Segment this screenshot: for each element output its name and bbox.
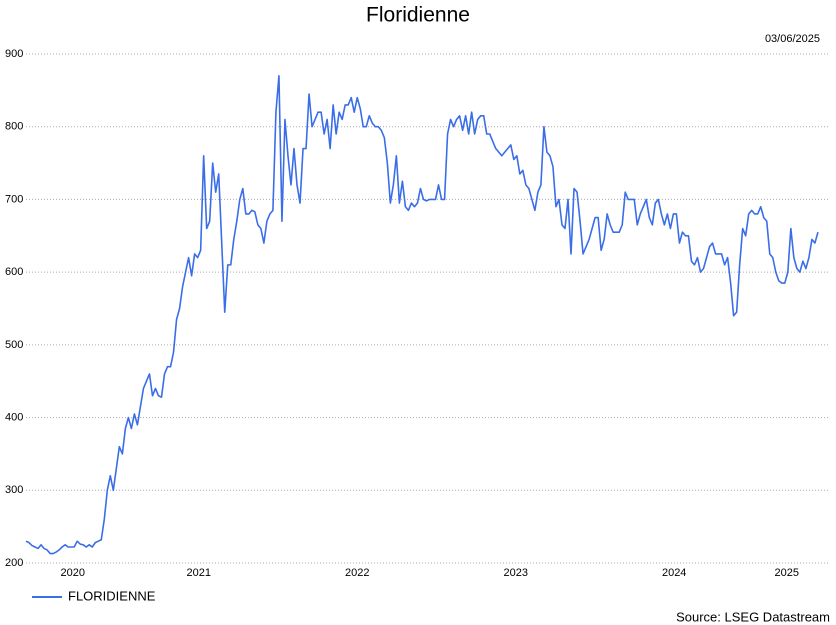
y-tick-label: 800 xyxy=(5,121,23,133)
y-tick-label: 200 xyxy=(5,557,23,569)
x-tick-label: 2024 xyxy=(662,567,686,579)
line-series xyxy=(25,75,819,555)
source-label: Source: LSEG Datastream xyxy=(676,609,830,624)
y-tick-label: 500 xyxy=(5,339,23,351)
legend-label: FLORIDIENNE xyxy=(68,588,156,603)
chart-title: Floridienne xyxy=(366,4,470,27)
x-tick-label: 2022 xyxy=(345,567,369,579)
y-tick-label: 400 xyxy=(5,411,23,423)
x-tick-label: 2021 xyxy=(187,567,211,579)
y-tick-label: 900 xyxy=(5,48,23,60)
x-tick-label: 2020 xyxy=(61,567,85,579)
x-tick-label: 2023 xyxy=(503,567,527,579)
date-label: 03/06/2025 xyxy=(765,33,820,45)
x-tick-label: 2025 xyxy=(774,567,798,579)
y-tick-label: 600 xyxy=(5,266,23,278)
y-tick-label: 700 xyxy=(5,193,23,205)
y-tick-label: 300 xyxy=(5,484,23,496)
